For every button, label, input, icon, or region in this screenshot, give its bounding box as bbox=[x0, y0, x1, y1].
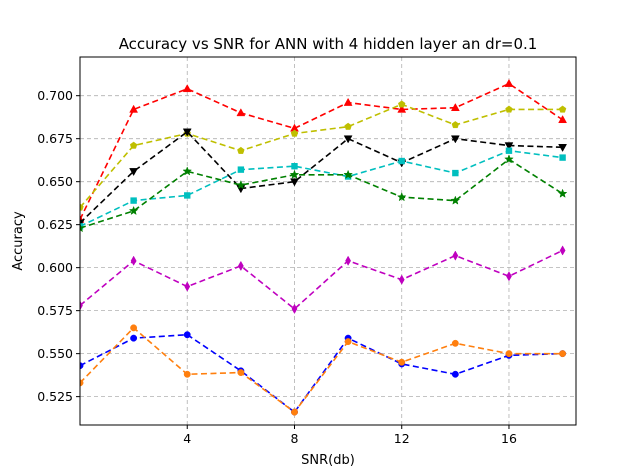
data-point bbox=[237, 146, 245, 154]
data-point bbox=[182, 128, 192, 137]
data-point bbox=[343, 97, 353, 106]
series-1 bbox=[80, 78, 568, 223]
data-point bbox=[237, 260, 244, 272]
series-layer bbox=[80, 78, 568, 416]
data-point bbox=[397, 104, 407, 113]
series-line bbox=[80, 249, 563, 310]
data-point bbox=[182, 166, 193, 176]
y-tick-label: 0.625 bbox=[37, 217, 73, 232]
data-point bbox=[344, 122, 352, 130]
data-point bbox=[80, 223, 85, 233]
data-point bbox=[398, 157, 405, 165]
data-point bbox=[505, 147, 513, 154]
data-point bbox=[130, 324, 138, 332]
data-point bbox=[451, 370, 459, 378]
data-point bbox=[398, 274, 405, 285]
series-line bbox=[80, 326, 563, 414]
data-point bbox=[130, 334, 138, 342]
y-tick-label: 0.675 bbox=[37, 131, 73, 146]
data-point bbox=[398, 100, 406, 108]
data-point bbox=[291, 303, 298, 315]
data-point bbox=[559, 245, 566, 256]
y-tick-label: 0.575 bbox=[37, 303, 73, 318]
y-tick-label: 0.650 bbox=[37, 174, 73, 189]
series-2 bbox=[80, 100, 567, 211]
data-point bbox=[80, 203, 84, 211]
data-point bbox=[182, 84, 192, 93]
data-point bbox=[450, 195, 461, 205]
series-line bbox=[80, 103, 563, 208]
series-line bbox=[80, 149, 563, 228]
grid bbox=[80, 57, 576, 425]
x-tick-label: 4 bbox=[183, 431, 191, 446]
data-point bbox=[183, 331, 191, 339]
data-point bbox=[504, 142, 514, 151]
data-point bbox=[344, 338, 352, 346]
data-point bbox=[129, 104, 139, 113]
data-point bbox=[291, 408, 298, 416]
chart-title: Accuracy vs SNR for ANN with 4 hidden la… bbox=[119, 35, 538, 53]
data-point bbox=[558, 144, 568, 152]
data-point bbox=[450, 103, 460, 111]
data-point bbox=[184, 281, 191, 292]
data-point bbox=[505, 105, 513, 113]
data-point bbox=[451, 121, 460, 129]
data-point bbox=[128, 205, 139, 216]
data-point bbox=[504, 154, 514, 164]
data-point bbox=[558, 105, 567, 113]
data-point bbox=[343, 169, 353, 179]
x-tick-label: 16 bbox=[501, 431, 517, 446]
series-5 bbox=[80, 154, 568, 233]
series-line bbox=[80, 333, 563, 414]
data-point bbox=[559, 350, 567, 358]
data-point bbox=[345, 255, 351, 266]
data-point bbox=[130, 255, 137, 266]
data-point bbox=[290, 129, 299, 137]
data-point bbox=[557, 188, 568, 198]
series-line bbox=[80, 130, 563, 224]
series-6 bbox=[80, 245, 566, 315]
plot-frame bbox=[79, 56, 577, 426]
x-tick-label: 12 bbox=[394, 431, 410, 446]
data-point bbox=[505, 350, 513, 358]
data-point bbox=[237, 166, 245, 173]
series-8 bbox=[80, 324, 567, 416]
series-line bbox=[80, 82, 564, 220]
y-tick-label: 0.600 bbox=[37, 260, 73, 275]
data-point bbox=[558, 115, 568, 124]
axes: 4 8 12 16 0.525 0.550 0.575 0.600 0.625 0.650 0.67… bbox=[37, 88, 517, 446]
y-tick-label: 0.700 bbox=[37, 88, 73, 103]
series-line bbox=[80, 158, 564, 229]
data-point bbox=[396, 192, 407, 202]
x-tick-label: 8 bbox=[291, 431, 299, 446]
data-point bbox=[451, 339, 459, 347]
data-point bbox=[289, 169, 300, 179]
data-point bbox=[129, 168, 139, 177]
data-point bbox=[452, 250, 459, 261]
data-point bbox=[343, 135, 353, 144]
data-point bbox=[291, 162, 298, 170]
data-point bbox=[80, 300, 83, 311]
data-point bbox=[184, 192, 191, 199]
data-point bbox=[236, 180, 246, 190]
y-tick-label: 0.525 bbox=[37, 389, 73, 404]
data-point bbox=[559, 154, 566, 161]
y-tick-label: 0.550 bbox=[37, 346, 73, 361]
data-point bbox=[237, 369, 245, 377]
data-point bbox=[506, 271, 512, 282]
data-point bbox=[450, 135, 460, 144]
x-axis-title: SNR(db) bbox=[301, 453, 355, 468]
data-point bbox=[130, 197, 137, 204]
data-point bbox=[236, 108, 246, 117]
plot-background bbox=[80, 57, 576, 425]
data-point bbox=[183, 370, 191, 378]
data-point bbox=[452, 169, 459, 177]
y-axis-title: Accuracy bbox=[11, 211, 26, 271]
data-point bbox=[290, 178, 299, 187]
data-point bbox=[129, 141, 138, 149]
data-point bbox=[504, 78, 514, 87]
data-point bbox=[398, 358, 406, 366]
